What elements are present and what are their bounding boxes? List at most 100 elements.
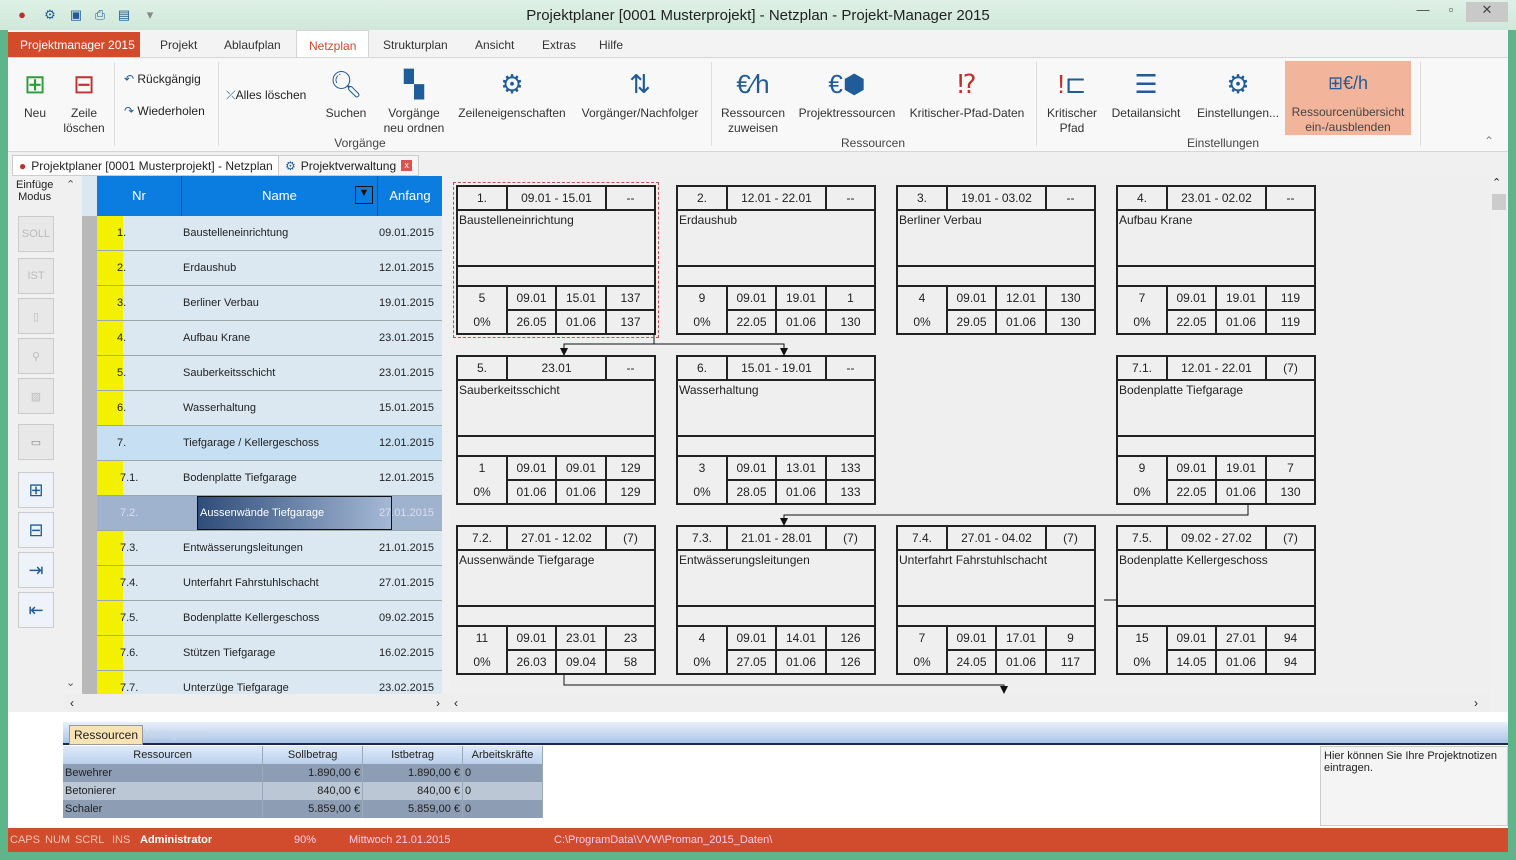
resource-row[interactable]: Schaler 5.859,00 € 5.859,00 € 0: [63, 800, 543, 818]
column-header[interactable]: Arbeitskräfte: [462, 746, 543, 764]
scroll-right-icon[interactable]: ›: [436, 696, 440, 710]
minimize-button[interactable]: —: [1416, 2, 1430, 17]
row-name[interactable]: Unterfahrt Fahrstuhlschacht: [183, 577, 319, 589]
search-button[interactable]: 🔍︎ Suchen: [322, 62, 370, 121]
network-node[interactable]: 7.4. 27.01 - 04.02 (7) Unterfahrt Fahrst…: [896, 525, 1096, 675]
outdent-icon[interactable]: ⇤: [18, 592, 54, 628]
reorder-button[interactable]: ▚ Vorgänge neu ordnen: [380, 62, 448, 136]
table-row[interactable]: 7.5. Bodenplatte Kellergeschoss 09.02.20…: [97, 601, 442, 636]
table-row[interactable]: 7.2. Aussenwände Tiefgarage 27.01.2015: [97, 496, 442, 531]
table-row[interactable]: 3. Berliner Verbau 19.01.2015: [97, 286, 442, 321]
close-tab-icon[interactable]: x: [401, 160, 413, 171]
table-row[interactable]: 7.6. Stützen Tiefgarage 16.02.2015: [97, 636, 442, 671]
scroll-up-icon[interactable]: ⌃: [1492, 177, 1502, 189]
resource-row[interactable]: Betonierer 840,00 € 840,00 € 0: [63, 782, 543, 800]
collapse-row-icon[interactable]: ▭: [18, 424, 54, 460]
tab-ressourcen[interactable]: Ressourcen: [69, 725, 144, 745]
row-name[interactable]: Wasserhaltung: [183, 402, 256, 414]
redo-button[interactable]: ↷ Wiederholen: [124, 104, 205, 118]
table-row[interactable]: 7.7. Unterzüge Tiefgarage 23.02.2015: [97, 671, 442, 694]
table-row[interactable]: 7. Tiefgarage / Kellergeschoss 12.01.201…: [97, 426, 442, 461]
row-name[interactable]: Bodenplatte Tiefgarage: [183, 472, 297, 484]
tab-extras[interactable]: Extras: [542, 38, 577, 52]
remove-row-icon[interactable]: ⊟: [18, 512, 54, 548]
network-canvas[interactable]: 1. 09.01 - 15.01 -- Baustelleneinrichtun…: [450, 176, 1490, 694]
book-icon[interactable]: ▤: [117, 7, 131, 22]
row-name[interactable]: Stützen Tiefgarage: [183, 647, 276, 659]
resource-row[interactable]: Bewehrer 1.890,00 € 1.890,00 € 0: [63, 764, 543, 782]
image-icon[interactable]: ▨: [18, 378, 54, 414]
assign-resources-button[interactable]: €⁄h Ressourcen zuweisen: [718, 62, 788, 136]
row-name[interactable]: Bodenplatte Kellergeschoss: [183, 612, 320, 624]
table-row[interactable]: 2. Erdaushub 12.01.2015: [97, 251, 442, 286]
network-node[interactable]: 3. 19.01 - 03.02 -- Berliner Verbau 4 09.0…: [896, 185, 1096, 335]
row-name[interactable]: Aussenwände Tiefgarage: [197, 496, 392, 530]
save-icon[interactable]: ▣: [69, 7, 83, 22]
table-row[interactable]: 4. Aufbau Krane 23.01.2015: [97, 321, 442, 356]
critical-path-button[interactable]: ! ⊏ Kritischer Pfad: [1044, 62, 1100, 136]
network-node[interactable]: 4. 23.01 - 02.02 -- Aufbau Krane 7 09.01 19…: [1116, 185, 1316, 335]
predecessor-successor-button[interactable]: ⇅ Vorgänger/Nachfolger: [578, 62, 702, 121]
column-header-name[interactable]: Name: [182, 176, 378, 216]
soll-button[interactable]: SOLL: [18, 216, 54, 252]
critical-path-data-button[interactable]: ⁉ Kritischer-Pfad-Daten: [906, 62, 1028, 121]
undo-button[interactable]: ↶ Rückgängig: [124, 72, 201, 86]
pin-icon[interactable]: ⚲: [18, 338, 54, 374]
insert-row-icon[interactable]: ⊞: [18, 472, 54, 508]
network-node[interactable]: 7.2. 27.01 - 12.02 (7) Aussenwände Tiefg…: [456, 525, 656, 675]
tab-histogramm[interactable]: Histogramm: [143, 727, 208, 741]
milestone-icon[interactable]: ▯: [18, 298, 54, 334]
tab-netzplan[interactable]: Netzplan: [296, 30, 370, 58]
close-button[interactable]: ✕: [1466, 2, 1508, 22]
network-node[interactable]: 5. 23.01 -- Sauberkeitsschicht 1 09.01 09.0…: [456, 355, 656, 505]
network-node[interactable]: 6. 15.01 - 19.01 -- Wasserhaltung 3 09.01 1…: [676, 355, 876, 505]
column-header-anfang[interactable]: Anfang: [389, 188, 431, 203]
table-row[interactable]: 7.1. Bodenplatte Tiefgarage 12.01.2015: [97, 461, 442, 496]
tab-hilfe[interactable]: Hilfe: [599, 38, 624, 52]
print-icon[interactable]: ⎙: [94, 7, 106, 22]
scroll-left-icon[interactable]: ‹: [454, 696, 458, 710]
tab-strukturplan[interactable]: Strukturplan: [383, 38, 448, 52]
clear-all-button[interactable]: ⤫Alles löschen: [226, 88, 307, 102]
scroll-thumb[interactable]: [1492, 194, 1506, 210]
doc-tab-netzplan[interactable]: ● Projektplaner [0001 Musterprojekt] - Ne…: [12, 155, 296, 176]
scroll-down-icon[interactable]: ⌄: [66, 677, 76, 689]
toggle-resource-overview-button[interactable]: ⊞€/h Ressourcenübersicht ein-/ausblenden: [1285, 61, 1411, 135]
tab-ansicht[interactable]: Ansicht: [475, 38, 515, 52]
network-node[interactable]: 1. 09.01 - 15.01 -- Baustelleneinrichtun…: [453, 182, 659, 338]
row-name[interactable]: Tiefgarage / Kellergeschoss: [183, 437, 319, 449]
customize-dropdown-icon[interactable]: ▾: [146, 7, 154, 22]
doc-tab-projektverwaltung[interactable]: ⚙ Projektverwaltung x: [278, 155, 420, 176]
indent-icon[interactable]: ⇥: [18, 552, 54, 588]
horizontal-scrollbars[interactable]: ‹ › ‹ ›: [64, 694, 1490, 712]
collapse-ribbon-icon[interactable]: ⌃: [1484, 134, 1495, 148]
column-header[interactable]: Sollbetrag: [262, 746, 364, 764]
detail-view-button[interactable]: ☰ Detailansicht: [1104, 62, 1188, 121]
app-menu-button[interactable]: Projektmanager 2015: [8, 32, 140, 58]
project-admin-icon[interactable]: ⚙: [44, 7, 56, 22]
table-row[interactable]: 7.3. Entwässerungsleitungen 21.01.2015: [97, 531, 442, 566]
scroll-right-icon[interactable]: ›: [1474, 696, 1478, 710]
vertical-scrollbar[interactable]: ⌃: [1490, 176, 1508, 694]
project-notes-textarea[interactable]: Hier können Sie Ihre Projektnotizen eint…: [1320, 746, 1508, 826]
row-properties-button[interactable]: ⚙ Zeileneigenschaften: [456, 62, 568, 121]
row-name[interactable]: Baustelleneinrichtung: [183, 227, 289, 239]
tab-projekt[interactable]: Projekt: [160, 38, 198, 52]
network-node[interactable]: 7.5. 09.02 - 27.02 (7) Bodenplatte Kelle…: [1116, 525, 1316, 675]
project-resources-button[interactable]: €⬢ Projektressourcen: [792, 62, 902, 121]
new-row-button[interactable]: ⊞ Neu: [14, 62, 56, 121]
network-node[interactable]: 2. 12.01 - 22.01 -- Erdaushub 9 09.01 19.01…: [676, 185, 876, 335]
network-node[interactable]: 7.3. 21.01 - 28.01 (7) Entwässerungsleit…: [676, 525, 876, 675]
scroll-up-icon[interactable]: ⌃: [66, 179, 76, 191]
row-name[interactable]: Sauberkeitsschicht: [183, 367, 276, 379]
maximize-button[interactable]: ▫: [1448, 2, 1454, 17]
row-name[interactable]: Aufbau Krane: [183, 332, 251, 344]
table-row[interactable]: 7.4. Unterfahrt Fahrstuhlschacht 27.01.2…: [97, 566, 442, 601]
row-name[interactable]: Berliner Verbau: [183, 297, 259, 309]
tab-ablaufplan[interactable]: Ablaufplan: [224, 38, 281, 52]
table-row[interactable]: 6. Wasserhaltung 15.01.2015: [97, 391, 442, 426]
scroll-left-icon[interactable]: ‹: [70, 696, 74, 710]
delete-row-button[interactable]: ⊟ Zeile löschen: [60, 62, 108, 136]
table-row[interactable]: 5. Sauberkeitsschicht 23.01.2015: [97, 356, 442, 391]
column-header[interactable]: Ressourcen: [63, 746, 264, 764]
